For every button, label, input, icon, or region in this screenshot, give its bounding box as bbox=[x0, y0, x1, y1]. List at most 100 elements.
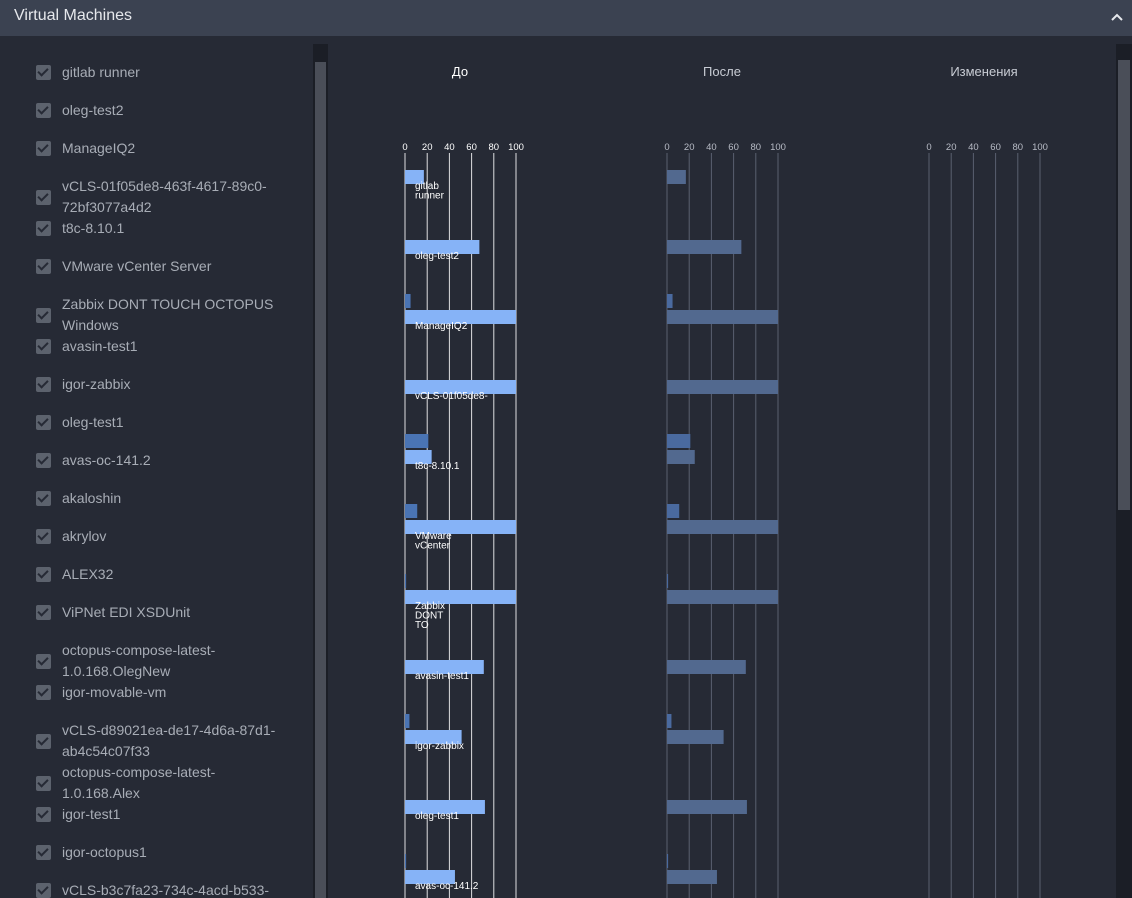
checkbox[interactable] bbox=[36, 377, 51, 392]
vm-row[interactable]: oleg-test2 bbox=[36, 100, 296, 121]
checkbox[interactable] bbox=[36, 491, 51, 506]
vm-row[interactable]: igor-movable-vm bbox=[36, 682, 296, 703]
checkbox[interactable] bbox=[36, 221, 51, 236]
vm-row[interactable]: Zabbix DONT TOUCH OCTOPUS Windows bbox=[36, 294, 296, 336]
bar bbox=[667, 170, 686, 184]
bar bbox=[667, 870, 717, 884]
bar bbox=[667, 520, 778, 534]
chart-title: До bbox=[452, 64, 468, 79]
checkbox[interactable] bbox=[36, 733, 51, 749]
vm-name: VMware vCenter Server bbox=[62, 258, 212, 274]
vm-name: vCLS-b3c7fa23-734c-4acd-b533- bbox=[62, 882, 270, 898]
x-tick-label: 80 bbox=[751, 142, 762, 153]
checkbox[interactable] bbox=[36, 259, 51, 274]
x-tick-label: 100 bbox=[770, 142, 786, 153]
bar-label: t8c-8.10.1 bbox=[415, 461, 460, 472]
vm-row[interactable]: avasin-test1 bbox=[36, 336, 296, 357]
vm-row[interactable]: ALEX32 bbox=[36, 564, 296, 585]
checkbox[interactable] bbox=[36, 65, 51, 80]
checkbox[interactable] bbox=[36, 453, 51, 468]
bar bbox=[405, 660, 484, 674]
bar bbox=[405, 240, 480, 254]
checkbox[interactable] bbox=[36, 605, 51, 620]
vm-row[interactable]: akaloshin bbox=[36, 488, 296, 509]
vm-name: gitlab runner bbox=[62, 64, 140, 80]
bar-label: vCLS-01f05de8- bbox=[415, 391, 488, 402]
collapse-icon[interactable] bbox=[1110, 10, 1124, 24]
bar-label-line: vCLS-01f05de8- bbox=[415, 391, 488, 402]
checkbox[interactable] bbox=[36, 653, 51, 669]
x-tick-label: 0 bbox=[402, 142, 407, 153]
vm-row[interactable]: octopus-compose-latest-1.0.168.OlegNew bbox=[36, 640, 296, 682]
vm-row[interactable]: ViPNet EDI XSDUnit bbox=[36, 602, 296, 623]
bar bbox=[405, 434, 429, 448]
bar bbox=[405, 800, 485, 814]
checkbox[interactable] bbox=[36, 189, 51, 205]
x-tick-label: 100 bbox=[1032, 142, 1048, 153]
bar-label-line: t8c-8.10.1 bbox=[415, 461, 460, 472]
bar bbox=[667, 574, 669, 588]
scrollbar[interactable] bbox=[313, 44, 328, 898]
checkbox[interactable] bbox=[36, 307, 51, 323]
bar bbox=[667, 450, 695, 464]
vm-name: avasin-test1 bbox=[62, 338, 138, 354]
bar bbox=[667, 800, 747, 814]
bar bbox=[405, 730, 462, 744]
bar bbox=[667, 380, 778, 394]
vm-row[interactable]: VMware vCenter Server bbox=[36, 256, 296, 277]
checkbox[interactable] bbox=[36, 567, 51, 582]
vm-name: oleg-test2 bbox=[62, 102, 124, 118]
x-tick-label: 40 bbox=[968, 142, 979, 153]
checkbox[interactable] bbox=[36, 807, 51, 822]
checkbox[interactable] bbox=[36, 339, 51, 354]
checkbox[interactable] bbox=[36, 141, 51, 156]
x-tick-label: 60 bbox=[728, 142, 739, 153]
bar bbox=[667, 590, 778, 604]
chart-title: Изменения bbox=[950, 64, 1017, 79]
vm-name: avas-oc-141.2 bbox=[62, 452, 151, 468]
vm-name: Zabbix DONT TOUCH OCTOPUS Windows bbox=[62, 296, 274, 333]
charts: До 0 20 40 60 80 100 gitlab runner oleg-test2 Mana… bbox=[402, 64, 1048, 898]
checkbox[interactable] bbox=[36, 685, 51, 700]
vm-row[interactable]: igor-octopus1 bbox=[36, 842, 296, 863]
bar-label-line: TO bbox=[415, 620, 429, 631]
checkbox[interactable] bbox=[36, 103, 51, 118]
vm-row[interactable]: vCLS-d89021ea-de17-4d6a-87d1-ab4c54c07f3… bbox=[36, 720, 296, 762]
x-tick-label: 100 bbox=[508, 142, 524, 153]
vm-name: igor-movable-vm bbox=[62, 684, 167, 700]
vm-name: ManageIQ2 bbox=[62, 140, 136, 156]
bar bbox=[405, 504, 418, 518]
vm-row[interactable]: oleg-test1 bbox=[36, 412, 296, 433]
header[interactable]: Virtual Machines bbox=[0, 0, 1132, 36]
bar-label-line: gitlab bbox=[415, 181, 439, 192]
x-tick-label: 40 bbox=[706, 142, 717, 153]
bar bbox=[667, 504, 680, 518]
checkbox[interactable] bbox=[36, 529, 51, 544]
vm-row[interactable]: akrylov bbox=[36, 526, 296, 547]
checkbox[interactable] bbox=[36, 845, 51, 860]
bar-label: avasin-test1 bbox=[415, 671, 469, 682]
vm-row[interactable]: vCLS-01f05de8-463f-4617-89c0-72bf3077a4d… bbox=[36, 176, 296, 218]
vm-row[interactable]: vCLS-b3c7fa23-734c-4acd-b533- bbox=[36, 880, 296, 898]
checkbox[interactable] bbox=[36, 775, 51, 791]
x-tick-label: 40 bbox=[444, 142, 455, 153]
vm-row[interactable]: ManageIQ2 bbox=[36, 138, 296, 159]
bar bbox=[667, 730, 724, 744]
bar-label: igor-zabbix bbox=[415, 741, 464, 752]
vm-name: igor-octopus1 bbox=[62, 844, 147, 860]
vm-name: octopus-compose-latest-1.0.168.Alex bbox=[62, 764, 216, 801]
vm-row[interactable]: gitlab runner bbox=[36, 62, 296, 83]
scrollbar[interactable] bbox=[1116, 44, 1132, 898]
bar bbox=[405, 450, 432, 464]
vm-row[interactable]: t8c-8.10.1 bbox=[36, 218, 296, 239]
vm-name: igor-test1 bbox=[62, 806, 121, 822]
bar bbox=[667, 660, 746, 674]
vm-row[interactable]: igor-test1 bbox=[36, 804, 296, 825]
bar bbox=[405, 310, 516, 324]
checkbox[interactable] bbox=[36, 415, 51, 430]
vm-row[interactable]: octopus-compose-latest-1.0.168.Alex bbox=[36, 762, 296, 804]
vm-row[interactable]: igor-zabbix bbox=[36, 374, 296, 395]
bar-label-line: Zabbix bbox=[415, 601, 445, 612]
vm-row[interactable]: avas-oc-141.2 bbox=[36, 450, 296, 471]
checkbox[interactable] bbox=[36, 883, 51, 898]
